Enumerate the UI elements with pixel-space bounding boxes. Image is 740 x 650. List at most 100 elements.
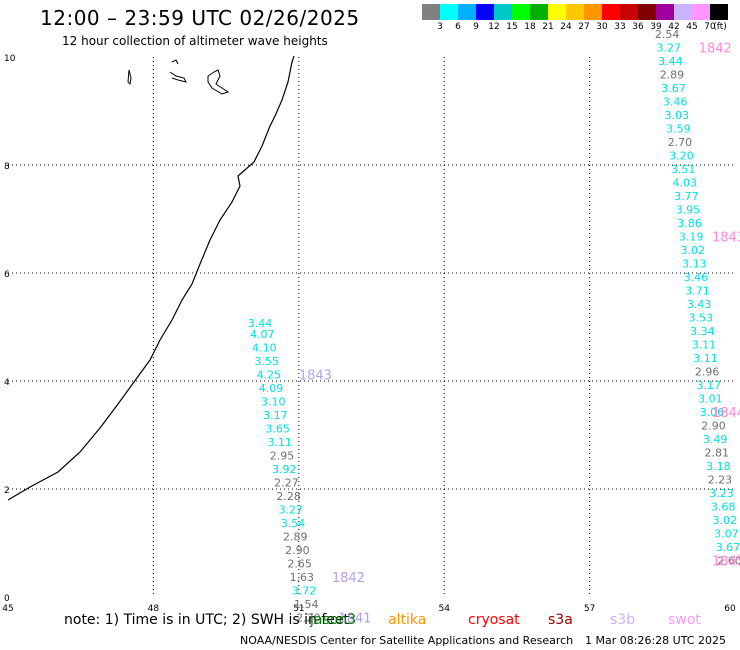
pass-time-label: 1842 <box>332 571 365 586</box>
y-tick-label: 8 <box>4 162 10 172</box>
pass-time-label: 1841 <box>338 611 371 626</box>
wave-height-value: 3.11 <box>268 436 293 449</box>
legend-swatch <box>692 4 710 20</box>
altimeter-readings: 3.444.074.103.554.254.093.103.173.653.11… <box>248 28 740 626</box>
legend-swatch <box>440 4 458 20</box>
wave-height-value: 3.20 <box>669 150 694 163</box>
legend-label: 24 <box>560 22 572 32</box>
generated-timestamp: 1 Mar 08:26:28 UTC 2025 <box>585 634 726 647</box>
wave-height-value: 2.90 <box>285 544 310 557</box>
wave-height-value: 2.89 <box>283 530 308 543</box>
wave-height-value: 2.70 <box>668 136 693 149</box>
wave-height-value: 2.54 <box>655 28 680 41</box>
wave-height-value: 3.10 <box>261 395 286 408</box>
wave-height-value: 3.95 <box>676 204 701 217</box>
satellite-s3b: s3b <box>610 612 636 628</box>
wave-height-value: 3.49 <box>703 433 728 446</box>
wave-height-value: 3.19 <box>679 231 704 244</box>
legend-label: 15 <box>506 22 518 32</box>
wave-height-value: 3.02 <box>680 244 705 257</box>
wave-height-value: 4.09 <box>259 382 284 395</box>
wave-height-value: 2.28 <box>276 490 301 503</box>
satellite-s3a: s3a <box>548 612 573 628</box>
coastline <box>7 55 295 501</box>
satellite-altika: altika <box>388 612 427 628</box>
wave-height-value: 4.25 <box>257 368 282 381</box>
x-tick-label: 48 <box>148 604 160 614</box>
y-tick-label: 2 <box>4 486 10 496</box>
wave-height-value: 4.10 <box>252 341 277 354</box>
x-tick-label: 57 <box>584 604 595 614</box>
wave-height-value: 3.59 <box>666 123 691 136</box>
legend-swatch <box>530 4 548 20</box>
wave-height-value: 3.43 <box>687 298 712 311</box>
satellite-swot: swot <box>668 612 701 628</box>
legend-label: 27 <box>578 22 590 32</box>
grid-lines <box>8 57 735 597</box>
x-tick-label: 54 <box>438 604 450 614</box>
x-tick-label: 60 <box>724 604 736 614</box>
wave-height-value: 3.55 <box>254 355 279 368</box>
wave-height-value: 3.46 <box>663 96 688 109</box>
wave-height-value: 1.63 <box>290 571 315 584</box>
wave-height-value: 3.44 <box>658 55 683 68</box>
x-tick-label: 51 <box>293 604 304 614</box>
wave-height-value: 3.23 <box>709 487 734 500</box>
wave-height-value: 3.67 <box>661 82 686 95</box>
wave-height-value: 3.68 <box>711 501 736 514</box>
legend-label: 9 <box>473 22 479 32</box>
legend-swatch <box>476 4 494 20</box>
y-tick-label: 0 <box>4 594 10 604</box>
legend-label: 33 <box>614 22 626 32</box>
x-tick-label: 45 <box>2 604 13 614</box>
legend-label: 18 <box>524 22 536 32</box>
legend-label: 12 <box>488 22 500 32</box>
wave-height-value: 3.53 <box>688 312 713 325</box>
legend-label: 45 <box>686 22 698 32</box>
wave-height-value: 2.90 <box>701 420 726 433</box>
legend-swatch <box>602 4 620 20</box>
wave-height-value: 2.23 <box>708 474 733 487</box>
legend-swatch <box>656 4 674 20</box>
legend-swatch <box>494 4 512 20</box>
pass-time-label: 1843 <box>712 231 740 246</box>
wave-height-value: 2.96 <box>695 366 720 379</box>
pass-time-label: 1842 <box>699 42 732 57</box>
wave-height-value: 3.03 <box>664 109 689 122</box>
wave-height-value: 3.17 <box>696 379 721 392</box>
wave-height-value: 3.71 <box>685 285 710 298</box>
legend-swatch <box>566 4 584 20</box>
wave-height-value: 3.27 <box>279 503 304 516</box>
y-tick-label: 4 <box>4 378 10 388</box>
map-title: 12:00 – 23:59 UTC 02/26/2025 <box>40 6 360 30</box>
island-1 <box>127 69 132 86</box>
legend-swatch <box>638 4 656 20</box>
island-3 <box>207 69 230 95</box>
island-2 <box>169 59 187 83</box>
wave-height-value: 2.81 <box>704 447 729 460</box>
wave-height-value: 2.27 <box>274 476 299 489</box>
wave-height-value: 3.72 <box>292 584 317 597</box>
axis-tick-labels: 45 48 51 54 57 60 0 2 4 6 8 10 <box>2 54 736 614</box>
wave-height-value: 3.11 <box>692 339 717 352</box>
wave-height-value: 3.34 <box>690 325 715 338</box>
wave-height-value: 3.13 <box>682 258 707 271</box>
wave-height-value: 3.02 <box>712 514 737 527</box>
credit-text: NOAA/NESDIS Center for Satellite Applica… <box>240 634 574 647</box>
wave-height-value: 3.27 <box>656 42 681 55</box>
legend-swatch <box>584 4 602 20</box>
wave-height-value: 2.65 <box>287 557 312 570</box>
wave-height-value: 2.89 <box>660 69 685 82</box>
legend-labels: 3 6 9 12 15 18 21 24 27 30 33 36 39 42 45 70 (ft) <box>422 20 740 34</box>
legend-label: 30 <box>596 22 608 32</box>
legend-swatch <box>674 4 692 20</box>
legend-swatch <box>710 4 728 20</box>
pass-time-label: 1843 <box>299 368 332 383</box>
wave-height-value: 3.44 <box>248 317 273 330</box>
wave-height-value: 3.54 <box>281 517 306 530</box>
legend-label: 39 <box>650 22 662 32</box>
legend-swatch <box>512 4 530 20</box>
wave-height-value: 1.54 <box>294 598 319 611</box>
wave-height-value: 2.60 <box>717 555 740 568</box>
y-tick-label: 10 <box>4 54 16 64</box>
